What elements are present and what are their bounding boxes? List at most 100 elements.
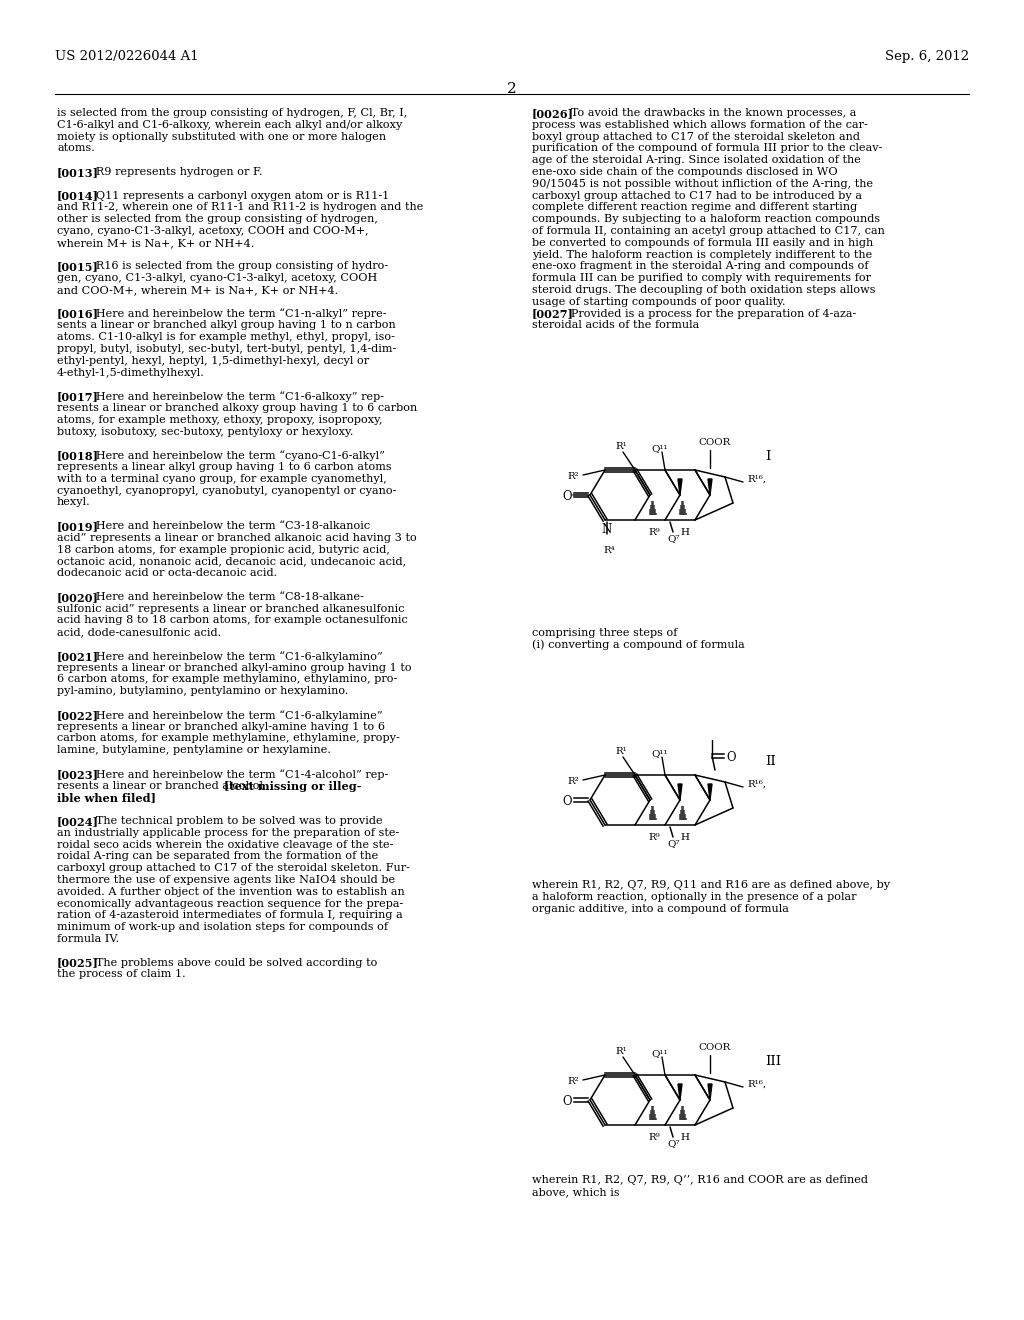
Text: R⁹: R⁹ [648, 1133, 660, 1142]
Text: R⁴: R⁴ [603, 546, 614, 554]
Text: 18 carbon atoms, for example propionic acid, butyric acid,: 18 carbon atoms, for example propionic a… [57, 545, 390, 554]
Text: octanoic acid, nonanoic acid, decanoic acid, undecanoic acid,: octanoic acid, nonanoic acid, decanoic a… [57, 557, 407, 566]
Text: is selected from the group consisting of hydrogen, F, Cl, Br, I,: is selected from the group consisting of… [57, 108, 408, 117]
Text: steroidal acids of the formula: steroidal acids of the formula [532, 321, 699, 330]
Text: boxyl group attached to C17 of the steroidal skeleton and: boxyl group attached to C17 of the stero… [532, 132, 860, 141]
Text: R⁹: R⁹ [648, 528, 660, 537]
Text: comprising three steps of: comprising three steps of [532, 628, 677, 638]
Text: [0016]: [0016] [57, 309, 99, 319]
Text: Q⁷: Q⁷ [667, 535, 680, 543]
Text: Q¹¹: Q¹¹ [651, 444, 668, 453]
Text: O: O [562, 1096, 571, 1107]
Text: compounds. By subjecting to a haloform reaction compounds: compounds. By subjecting to a haloform r… [532, 214, 880, 224]
Text: above, which is: above, which is [532, 1187, 620, 1197]
Text: with to a terminal cyano group, for example cyanomethyl,: with to a terminal cyano group, for exam… [57, 474, 387, 484]
Text: other is selected from the group consisting of hydrogen,: other is selected from the group consist… [57, 214, 378, 224]
Text: and R11-2, wherein one of R11-1 and R11-2 is hydrogen and the: and R11-2, wherein one of R11-1 and R11-… [57, 202, 423, 213]
Text: propyl, butyl, isobutyl, sec-butyl, tert-butyl, pentyl, 1,4-dim-: propyl, butyl, isobutyl, sec-butyl, tert… [57, 345, 396, 354]
Text: R²: R² [567, 777, 579, 785]
Text: N: N [601, 523, 611, 536]
Text: R¹⁶,: R¹⁶, [746, 475, 766, 484]
Text: Here and hereinbelow the term “C8-18-alkane-: Here and hereinbelow the term “C8-18-alk… [85, 591, 364, 602]
Text: C1-6-alkyl and C1-6-alkoxy, wherein each alkyl and/or alkoxy: C1-6-alkyl and C1-6-alkoxy, wherein each… [57, 120, 402, 129]
Text: roidal A-ring can be separated from the formation of the: roidal A-ring can be separated from the … [57, 851, 378, 862]
Text: formula IV.: formula IV. [57, 935, 119, 944]
Text: I: I [765, 450, 770, 463]
Text: Here and hereinbelow the term “cyano-C1-6-alkyl”: Here and hereinbelow the term “cyano-C1-… [85, 450, 385, 461]
Text: [0017]: [0017] [57, 391, 99, 403]
Text: carbon atoms, for example methylamine, ethylamine, propy-: carbon atoms, for example methylamine, e… [57, 734, 399, 743]
Text: butoxy, isobutoxy, sec-butoxy, pentyloxy or hexyloxy.: butoxy, isobutoxy, sec-butoxy, pentyloxy… [57, 426, 353, 437]
Text: Sep. 6, 2012: Sep. 6, 2012 [885, 50, 969, 63]
Text: ible when filed]: ible when filed] [57, 792, 156, 804]
Text: Q⁷: Q⁷ [667, 840, 680, 847]
Text: ethyl-pentyl, hexyl, heptyl, 1,5-dimethyl-hexyl, decyl or: ethyl-pentyl, hexyl, heptyl, 1,5-dimethy… [57, 356, 369, 366]
Text: [0025]: [0025] [57, 957, 99, 969]
Text: [0024]: [0024] [57, 816, 99, 828]
Text: US 2012/0226044 A1: US 2012/0226044 A1 [55, 50, 199, 63]
Text: sulfonic acid” represents a linear or branched alkanesulfonic: sulfonic acid” represents a linear or br… [57, 603, 404, 614]
Text: age of the steroidal A-ring. Since isolated oxidation of the: age of the steroidal A-ring. Since isola… [532, 156, 861, 165]
Text: [0027]: [0027] [532, 309, 573, 319]
Text: [0019]: [0019] [57, 521, 99, 532]
Text: Provided is a process for the preparation of 4-aza-: Provided is a process for the preparatio… [560, 309, 856, 318]
Text: [0022]: [0022] [57, 710, 99, 721]
Text: complete different reaction regime and different starting: complete different reaction regime and d… [532, 202, 857, 213]
Text: be converted to compounds of formula III easily and in high: be converted to compounds of formula III… [532, 238, 873, 248]
Text: yield. The haloform reaction is completely indifferent to the: yield. The haloform reaction is complete… [532, 249, 872, 260]
Text: R¹: R¹ [615, 442, 627, 451]
Text: ration of 4-azasteroid intermediates of formula I, requiring a: ration of 4-azasteroid intermediates of … [57, 911, 402, 920]
Text: III: III [765, 1055, 781, 1068]
Text: organic additive, into a compound of formula: organic additive, into a compound of for… [532, 904, 788, 913]
Text: atoms, for example methoxy, ethoxy, propoxy, isopropoxy,: atoms, for example methoxy, ethoxy, prop… [57, 414, 383, 425]
Text: resents a linear or branched alkoxy group having 1 to 6 carbon: resents a linear or branched alkoxy grou… [57, 403, 417, 413]
Text: Q11 represents a carbonyl oxygen atom or is R11-1: Q11 represents a carbonyl oxygen atom or… [85, 190, 389, 201]
Text: O: O [562, 490, 571, 503]
Text: R¹: R¹ [615, 747, 627, 756]
Text: H: H [681, 528, 689, 537]
Text: roidal seco acids wherein the oxidative cleavage of the ste-: roidal seco acids wherein the oxidative … [57, 840, 393, 850]
Text: R¹⁶,: R¹⁶, [746, 780, 766, 789]
Text: H: H [681, 1133, 689, 1142]
Text: Here and hereinbelow the term “C1-4-alcohol” rep-: Here and hereinbelow the term “C1-4-alco… [85, 768, 388, 780]
Text: gen, cyano, C1-3-alkyl, cyano-C1-3-alkyl, acetoxy, COOH: gen, cyano, C1-3-alkyl, cyano-C1-3-alkyl… [57, 273, 377, 284]
Text: acid” represents a linear or branched alkanoic acid having 3 to: acid” represents a linear or branched al… [57, 533, 417, 543]
Text: Q⁷: Q⁷ [667, 1139, 680, 1148]
Text: II: II [765, 755, 776, 768]
Text: R¹⁶,: R¹⁶, [746, 1080, 766, 1089]
Text: acid, dode-canesulfonic acid.: acid, dode-canesulfonic acid. [57, 627, 221, 638]
Text: cyanoethyl, cyanopropyl, cyanobutyl, cyanopentyl or cyano-: cyanoethyl, cyanopropyl, cyanobutyl, cya… [57, 486, 396, 495]
Polygon shape [708, 479, 712, 495]
Text: R²: R² [567, 1077, 579, 1086]
Text: pyl-amino, butylamino, pentylamino or hexylamino.: pyl-amino, butylamino, pentylamino or he… [57, 686, 348, 696]
Text: [0013]: [0013] [57, 168, 99, 178]
Text: atoms. C1-10-alkyl is for example methyl, ethyl, propyl, iso-: atoms. C1-10-alkyl is for example methyl… [57, 333, 395, 342]
Text: purification of the compound of formula III prior to the cleav-: purification of the compound of formula … [532, 144, 883, 153]
Text: ene-oxo fragment in the steroidal A-ring and compounds of: ene-oxo fragment in the steroidal A-ring… [532, 261, 868, 272]
Text: process was established which allows formation of the car-: process was established which allows for… [532, 120, 867, 129]
Text: usage of starting compounds of poor quality.: usage of starting compounds of poor qual… [532, 297, 785, 306]
Text: an industrially applicable process for the preparation of ste-: an industrially applicable process for t… [57, 828, 399, 838]
Text: ene-oxo side chain of the compounds disclosed in WO: ene-oxo side chain of the compounds disc… [532, 168, 838, 177]
Text: [0021]: [0021] [57, 651, 99, 661]
Text: COOR: COOR [698, 438, 730, 447]
Text: COOR: COOR [698, 1043, 730, 1052]
Text: represents a linear or branched alkyl-amino group having 1 to: represents a linear or branched alkyl-am… [57, 663, 412, 673]
Text: hexyl.: hexyl. [57, 498, 91, 507]
Text: (i) converting a compound of formula: (i) converting a compound of formula [532, 640, 744, 651]
Text: O: O [726, 751, 735, 764]
Text: a haloform reaction, optionally in the presence of a polar: a haloform reaction, optionally in the p… [532, 892, 856, 902]
Text: represents a linear alkyl group having 1 to 6 carbon atoms: represents a linear alkyl group having 1… [57, 462, 391, 473]
Text: O: O [562, 795, 571, 808]
Text: Q¹¹: Q¹¹ [651, 1049, 668, 1059]
Text: To avoid the drawbacks in the known processes, a: To avoid the drawbacks in the known proc… [560, 108, 856, 117]
Text: wherein R1, R2, Q7, R9, Q’’, R16 and COOR are as defined: wherein R1, R2, Q7, R9, Q’’, R16 and COO… [532, 1175, 868, 1185]
Text: R⁹: R⁹ [648, 833, 660, 842]
Text: Here and hereinbelow the term “C1-6-alkylamino”: Here and hereinbelow the term “C1-6-alky… [85, 651, 383, 661]
Text: represents a linear or branched alkyl-amine having 1 to 6: represents a linear or branched alkyl-am… [57, 722, 385, 731]
Polygon shape [678, 784, 682, 800]
Text: [0014]: [0014] [57, 190, 99, 202]
Text: carboxyl group attached to C17 had to be introduced by a: carboxyl group attached to C17 had to be… [532, 190, 862, 201]
Text: [0023]: [0023] [57, 768, 99, 780]
Text: the process of claim 1.: the process of claim 1. [57, 969, 185, 979]
